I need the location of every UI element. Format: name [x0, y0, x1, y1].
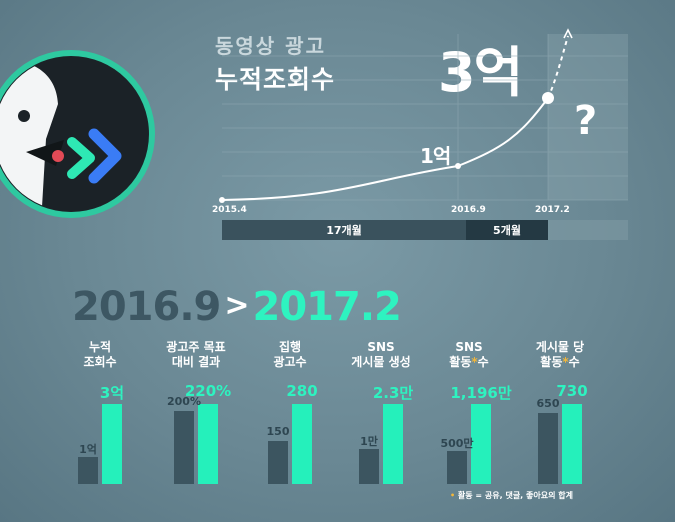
penguin-logo — [0, 50, 155, 218]
value-label-after-1: 220% — [184, 382, 232, 400]
category-label-2: 집행 광고수 — [244, 340, 336, 370]
value-label-before-3: 1만 — [360, 435, 378, 448]
future-zone — [548, 34, 628, 200]
timeline-segment-5-months: 5개월 — [466, 220, 548, 240]
category-label-line: 게시물 생성 — [351, 355, 411, 369]
category-label-line: 조회수 — [83, 355, 117, 369]
value-label-after-3: 2.3만 — [372, 384, 414, 402]
bar-after-3 — [383, 404, 403, 484]
value-label-after-5: 730 — [556, 382, 588, 400]
category-label-line: 대비 결과 — [171, 355, 221, 369]
value-label-before-2: 150 — [266, 425, 290, 438]
bar-before-5 — [538, 413, 558, 484]
big-value-label: 3억 — [438, 41, 523, 104]
projection-arrowhead — [563, 28, 573, 39]
bar-after-0 — [102, 404, 122, 484]
category-label-line: 게시물 당 — [535, 340, 585, 354]
bar-after-5 — [562, 404, 582, 484]
footnote-dot: • — [450, 491, 456, 500]
bar-before-0 — [78, 457, 98, 484]
value-label-after-0: 3억 — [99, 384, 125, 402]
footnote-text: 활동 = 공유, 댓글, 좋아요의 합계 — [457, 491, 573, 500]
value-label-after-2: 280 — [286, 382, 318, 400]
date-label-start: 2015.4 — [212, 205, 247, 215]
curve-point-2016.9 — [455, 163, 461, 169]
timeline-segment-future — [548, 220, 628, 240]
category-label-line: 집행 — [278, 340, 302, 354]
value-label-before-0: 1억 — [79, 443, 97, 456]
category-label-line: SNS — [455, 340, 483, 354]
period-arrow: > — [224, 288, 249, 323]
header-subtitle: 동영상 광고 — [215, 34, 326, 58]
category-label-1: 광고주 목표 대비 결과 — [150, 340, 242, 370]
date-label-end: 2017.2 — [535, 205, 570, 215]
category-label-3: SNS 게시물 생성 — [335, 340, 427, 370]
period-title: 2016.9 >2017.2 — [72, 284, 402, 330]
bar-after-2 — [292, 404, 312, 484]
chart-grid — [222, 34, 628, 201]
bar-before-1 — [174, 411, 194, 484]
category-label-0: 누적 조회수 — [54, 340, 146, 370]
footnote-marker: * — [562, 355, 569, 369]
date-label-mid: 2016.9 — [451, 205, 486, 215]
curve-point-2017.2 — [542, 92, 554, 104]
period-from: 2016.9 — [72, 284, 221, 330]
bar-before-2 — [268, 441, 288, 484]
period-to: 2017.2 — [252, 284, 402, 330]
growth-curve — [221, 97, 549, 201]
category-label-line: 광고주 목표 — [166, 340, 226, 354]
category-label-line: 활동*수 — [449, 355, 489, 369]
category-label-line: SNS — [367, 340, 395, 354]
bar-before-3 — [359, 449, 379, 484]
bar-after-4 — [471, 404, 491, 484]
value-label-before-5: 650 — [536, 397, 560, 410]
projection-dashed-line — [547, 35, 569, 99]
growth-line-chart — [219, 28, 628, 203]
question-mark: ? — [574, 98, 598, 144]
value-label-after-4: 1,196만 — [450, 384, 512, 402]
value-label-before-4: 500만 — [440, 437, 474, 450]
category-label-line: 광고수 — [273, 355, 307, 369]
footnote: • 활동 = 공유, 댓글, 좋아요의 합계 — [450, 490, 573, 501]
mid-value-label: 1억 — [420, 144, 451, 168]
category-label-line: 누적 — [88, 340, 112, 354]
footnote-marker: * — [471, 355, 478, 369]
category-label-line: 활동*수 — [540, 355, 580, 369]
value-label-before-1: 200% — [167, 395, 201, 408]
curve-point-2015.4 — [219, 197, 225, 203]
category-label-5: 게시물 당 활동*수 — [514, 340, 606, 370]
bar-before-4 — [447, 451, 467, 484]
timeline-segment-17-months: 17개월 — [222, 220, 466, 240]
bar-after-1 — [198, 404, 218, 484]
category-label-4: SNS 활동*수 — [423, 340, 515, 370]
